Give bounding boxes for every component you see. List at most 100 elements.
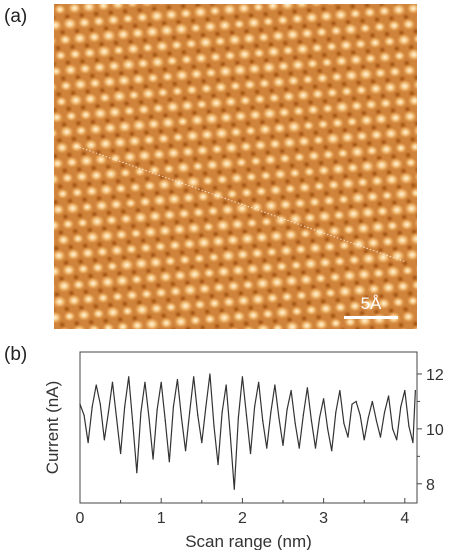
stm-image: 5Å [54,4,417,329]
data-point [180,417,183,419]
x-tick-label: 1 [157,510,166,527]
scale-bar [344,316,398,319]
data-point [414,389,416,392]
data-point [404,389,406,392]
data-point [318,417,321,419]
data-point [205,406,207,408]
data-point [209,373,211,375]
data-point [298,447,300,449]
data-point [245,414,248,416]
data-point [115,417,118,419]
data-point [111,381,114,383]
data-point [120,452,122,455]
data-point [168,461,170,463]
data-point [266,447,268,449]
data-point [99,403,101,405]
data-point [253,406,256,408]
data-point [367,417,369,419]
data-point [184,450,187,452]
data-point [229,433,231,435]
data-point [237,417,239,419]
data-point [323,398,325,400]
data-point [124,406,126,408]
y-tick-label: 8 [426,477,435,494]
data-point [193,376,195,378]
data-point [132,422,134,424]
data-point [217,463,219,466]
data-point [136,472,138,474]
y-tick-label: 10 [426,422,444,439]
data-point [290,389,292,392]
data-point [197,414,199,416]
data-point [103,439,105,441]
data-point [412,442,414,444]
data-point [396,439,398,441]
stm-atom-lattice [54,4,417,329]
data-point [306,387,308,389]
data-point [213,425,215,427]
data-point [241,376,244,378]
stm-image-svg: 5Å [54,4,417,329]
data-point [379,436,382,438]
data-point [302,414,304,416]
data-point [327,428,329,430]
x-tick-label: 3 [319,510,328,527]
data-point [262,420,264,422]
data-point [331,450,333,452]
data-point [144,381,146,383]
data-point [172,406,174,408]
data-point [282,444,284,446]
data-point [221,411,223,413]
data-point [128,376,130,378]
x-axis-label: Scan range (nm) [185,532,312,550]
data-point [347,436,349,438]
data-point [343,422,345,424]
data-point [335,411,337,413]
data-point [310,420,313,422]
data-point [201,442,203,444]
data-point [152,458,154,460]
data-points [79,373,416,490]
data-point [392,428,394,430]
data-point [225,384,227,386]
data-point [359,414,361,416]
line-profile-marker [75,145,407,263]
data-point [400,406,402,408]
x-tick-label: 2 [238,510,247,527]
y-tick-label: 12 [426,367,444,384]
data-point [351,403,353,405]
data-point [258,381,260,383]
data-point [339,389,341,392]
data-point [270,411,272,413]
y-axis-label: Current (nA) [43,381,62,475]
data-point [91,406,93,408]
data-point [363,439,365,441]
data-point [314,447,317,449]
series-line [79,373,416,490]
data-point [83,414,85,416]
data-point [383,411,386,413]
data-point [286,409,288,411]
data-point [148,417,150,419]
data-point [176,378,179,381]
data-point [95,384,97,386]
data-point [156,409,158,411]
data-point [164,420,166,422]
data-point [274,384,276,386]
data-point [355,400,357,403]
x-tick-label: 4 [400,510,409,527]
x-tick-label: 0 [76,510,85,527]
plot-frame [79,351,418,504]
data-point [408,425,410,427]
data-point [249,452,252,455]
data-point [375,420,377,422]
data-point [140,411,142,413]
panel-b-label: (b) [4,344,28,365]
panel-a-label: (a) [4,6,28,27]
data-point [233,488,235,490]
data-point [387,395,390,397]
data-point [371,400,373,403]
data-point [87,442,89,444]
